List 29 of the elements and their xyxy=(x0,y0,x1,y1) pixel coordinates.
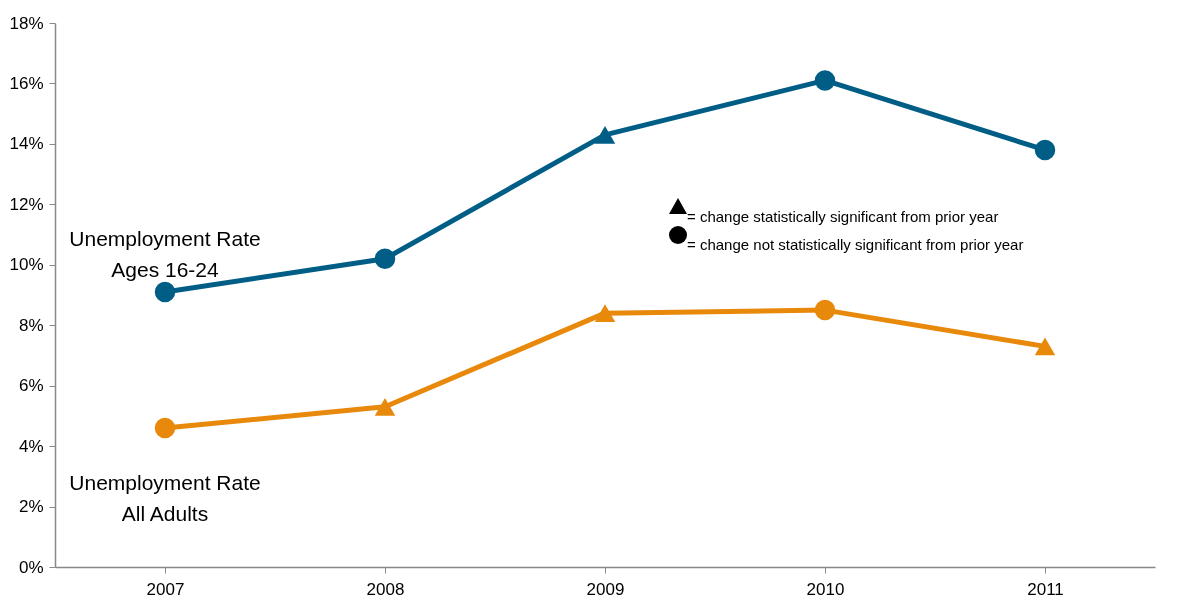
point xyxy=(1034,337,1056,356)
x-tick-label: 2010 xyxy=(806,579,845,599)
y-tick-label: 14% xyxy=(9,134,44,154)
y-tick-label: 0% xyxy=(18,557,44,577)
y-tick-label: 16% xyxy=(9,73,44,93)
y-tick-label: 8% xyxy=(18,315,44,335)
annotation: = change not statistically significant from prior year xyxy=(687,236,1024,253)
point xyxy=(154,281,176,303)
point xyxy=(374,248,396,269)
x-tick-label: 2011 xyxy=(1027,579,1064,599)
x-tick-label: 2008 xyxy=(366,579,405,599)
y-tick-label: 10% xyxy=(9,255,44,275)
point xyxy=(374,397,396,416)
x-tick-label: 2007 xyxy=(146,579,185,599)
point xyxy=(154,417,176,439)
annotation: = change statistically significant from prior year xyxy=(687,208,999,225)
point xyxy=(594,304,616,323)
y-tick-label: 2% xyxy=(18,497,44,517)
y-tick-label: 4% xyxy=(18,436,44,456)
point xyxy=(594,125,616,144)
y-tick-label: 18% xyxy=(9,13,44,33)
x-tick-label: 2009 xyxy=(586,579,625,599)
series-label: Unemployment Rate Ages 16-24 xyxy=(69,226,261,281)
text: Unemployment Rate All Adults xyxy=(69,470,261,525)
y-tick-label: 6% xyxy=(18,376,44,396)
point xyxy=(1034,139,1056,161)
y-tick-label: 12% xyxy=(9,194,44,214)
point xyxy=(814,299,836,321)
point xyxy=(814,70,836,91)
